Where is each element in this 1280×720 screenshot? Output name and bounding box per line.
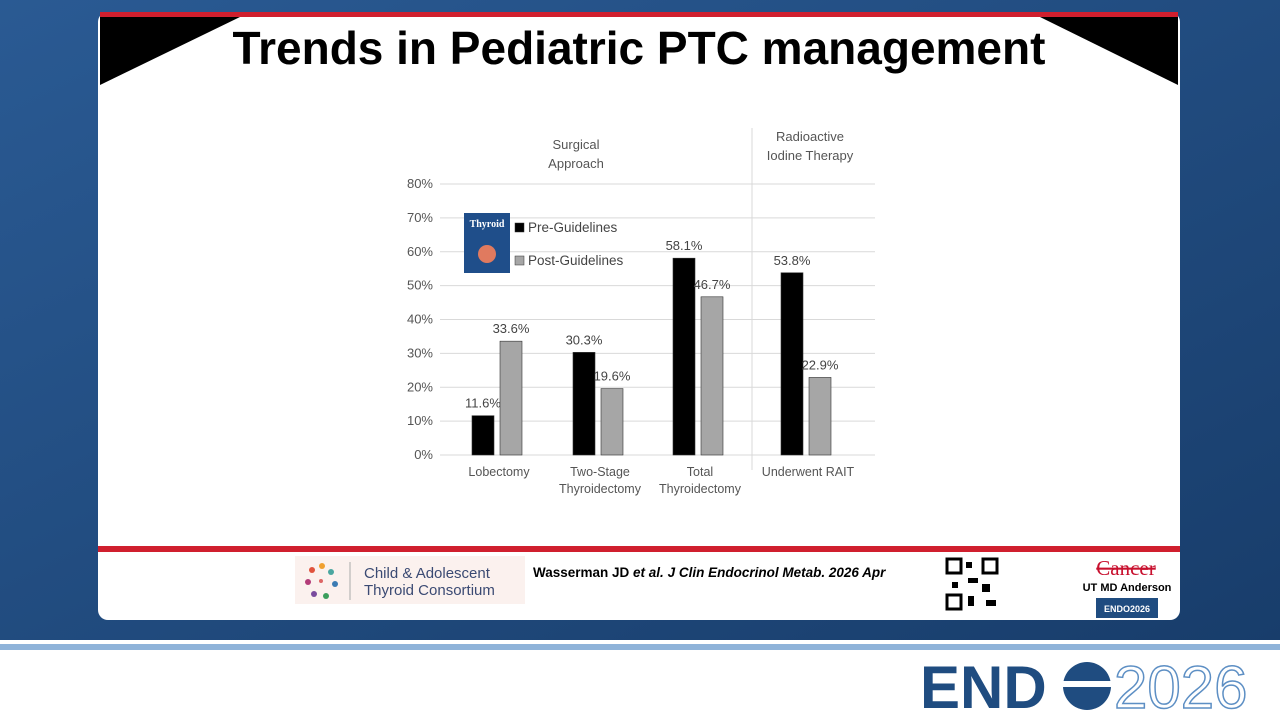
- divider: [98, 546, 1180, 552]
- consortium-name: Child & Adolescent: [364, 565, 491, 582]
- logo-globe-band: [1062, 681, 1112, 687]
- value-label: 53.8%: [774, 253, 811, 268]
- slide-panel: [98, 12, 1180, 620]
- bar: [600, 388, 624, 456]
- footer-line: [0, 644, 1280, 650]
- logo-dots: [305, 563, 338, 599]
- y-tick-label: 10%: [407, 413, 433, 428]
- x-tick-label: Lobectomy: [468, 465, 530, 479]
- y-tick-label: 60%: [407, 244, 433, 259]
- value-label: 46.7%: [694, 277, 731, 292]
- institution-sub: UT MD Anderson: [1083, 582, 1172, 594]
- value-label: 11.6%: [465, 396, 501, 411]
- consortium-logo: [295, 556, 525, 604]
- journal-thumb-art: [478, 245, 496, 263]
- footer-logo: END: [920, 654, 1047, 720]
- corner: [100, 17, 240, 85]
- y-tick-label: 20%: [407, 379, 433, 394]
- bar: [471, 415, 495, 456]
- top-bar: [100, 12, 1178, 17]
- x-tick-label: Two-Stage Thyroidectomy: [559, 465, 641, 496]
- y-tick-label: 50%: [407, 278, 433, 293]
- y-tick-label: 30%: [407, 345, 433, 360]
- value-label: 33.6%: [493, 321, 530, 336]
- value-label: 30.3%: [566, 332, 603, 347]
- institution-name: Cancer: [1096, 556, 1155, 580]
- bar: [572, 352, 596, 456]
- bar: [700, 296, 724, 456]
- qr-code: [945, 557, 999, 611]
- y-tick-label: 0%: [414, 447, 433, 462]
- x-tick-label: Total Thyroidectomy: [659, 465, 741, 496]
- value-label: 58.1%: [666, 238, 703, 253]
- x-tick-label: Underwent RAIT: [761, 465, 855, 479]
- bar: [672, 257, 696, 456]
- consortium-name: Thyroid Consortium: [364, 582, 495, 599]
- legend-label: Pre-Guidelines: [528, 220, 618, 235]
- bar: [499, 340, 523, 456]
- badge-text: ENDO2026: [1104, 604, 1150, 614]
- annotation: Surgical Approach: [548, 137, 604, 171]
- bar: [808, 377, 832, 456]
- corner: [1040, 17, 1178, 85]
- slide-title: Trends in Pediatric PTC management: [233, 22, 1046, 74]
- y-tick-label: 80%: [407, 176, 433, 191]
- citation: Wasserman JD et al. J Clin Endocrinol Me…: [533, 565, 886, 580]
- y-tick-label: 40%: [407, 312, 433, 327]
- value-label: 19.6%: [594, 369, 631, 384]
- citation-source: J Clin Endocrinol Metab. 2026 Apr: [664, 565, 886, 580]
- chart: 0% 10% 20% 30% 40% 50% 60% 70% 80% 11.6% 30.3% 58.1…: [407, 128, 875, 470]
- y-tick-label: 70%: [407, 210, 433, 225]
- citation-authors: Wasserman JD: [533, 565, 633, 580]
- legend-swatch: [514, 255, 525, 266]
- value-label: 22.9%: [802, 357, 839, 372]
- citation-etal: et al.: [633, 565, 664, 580]
- legend-label: Post-Guidelines: [528, 253, 624, 268]
- bar: [780, 272, 804, 456]
- footer-logo: 2026: [1114, 654, 1247, 720]
- legend-swatch: [514, 222, 525, 233]
- annotation: Radioactive Iodine Therapy: [766, 129, 854, 163]
- journal-thumb-text: Thyroid: [470, 219, 505, 230]
- badge: [1096, 598, 1158, 618]
